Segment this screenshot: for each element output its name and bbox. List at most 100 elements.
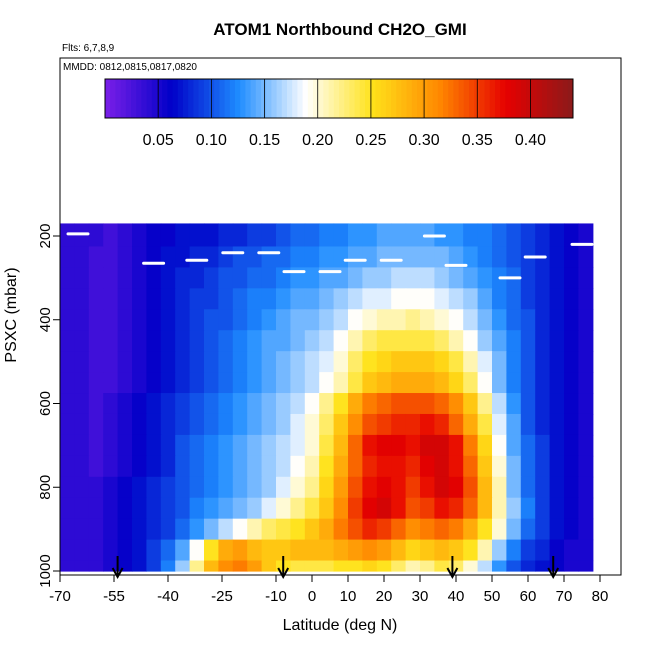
heatmap-cell (189, 497, 205, 520)
heatmap-cell (117, 351, 133, 373)
heatmap-cell (175, 539, 191, 562)
heatmap-cell (103, 267, 119, 289)
heatmap-cell (175, 560, 191, 572)
heatmap-cell (578, 413, 594, 436)
heatmap-cell (132, 246, 147, 269)
heatmap-cell (117, 309, 133, 331)
latitude-arrow (277, 556, 290, 580)
heatmap-cell (420, 372, 435, 394)
heatmap-cell (132, 476, 147, 499)
heatmap-cell (348, 309, 363, 331)
heatmap-cell (520, 393, 536, 415)
heatmap-cell (74, 246, 90, 269)
heatmap-cell (103, 223, 119, 248)
heatmap-cell (564, 455, 579, 478)
heatmap-cell (520, 309, 536, 331)
heatmap-cell (304, 309, 320, 331)
colorbar-segment (552, 79, 558, 118)
heatmap-cell (160, 288, 176, 310)
y-axis: 200 400 600 800 1000 (37, 223, 60, 588)
heatmap-cell (564, 223, 579, 248)
heatmap-cell (564, 539, 579, 562)
heatmap-cell (333, 413, 349, 436)
heatmap-cell (391, 246, 407, 269)
colorbar-segment (209, 79, 215, 118)
colorbar-tick-label: 0.30 (409, 132, 440, 149)
heatmap-cell (146, 351, 162, 373)
heatmap-cell (132, 223, 147, 248)
colorbar-segment (427, 79, 434, 118)
heatmap-cell (74, 330, 90, 352)
heatmap-cell (146, 309, 162, 331)
colorbar-segment (151, 79, 158, 118)
heatmap-cell (564, 393, 579, 415)
heatmap-cell (103, 476, 119, 499)
heatmap-cell (477, 518, 493, 541)
heatmap-cell (578, 455, 594, 478)
heatmap-cell (189, 223, 205, 248)
heatmap-cell (276, 372, 291, 394)
heatmap-cell (88, 267, 104, 289)
heatmap-cell (434, 413, 450, 436)
heatmap-cell (304, 413, 320, 436)
heatmap-cell (189, 372, 205, 394)
heatmap-cell (448, 518, 464, 541)
heatmap-cell (319, 330, 335, 352)
heatmap-cell (362, 309, 378, 331)
x-tick-label: -25 (211, 588, 233, 605)
heatmap-cell (88, 351, 104, 373)
heatmap-cell (290, 309, 306, 331)
heatmap-cell (477, 455, 493, 478)
heatmap-cell (218, 497, 234, 520)
heatmap-cell (391, 372, 407, 394)
heatmap-cell (463, 223, 479, 248)
heatmap-cell (391, 476, 407, 499)
heatmap-cell (549, 560, 565, 572)
heatmap-cell (420, 476, 435, 499)
heatmap-cell (535, 267, 551, 289)
colorbar-segment (214, 79, 220, 118)
colorbar-segment (297, 79, 304, 118)
chart-title: ATOM1 Northbound CH2O_GMI (213, 20, 466, 39)
heatmap-cell (319, 434, 335, 457)
heatmap-cell (405, 309, 421, 331)
heatmap-cell (232, 393, 248, 415)
heatmap-cell (189, 288, 205, 310)
heatmap-cell (276, 518, 291, 541)
heatmap-cell (391, 434, 407, 457)
heatmap-cell (463, 267, 479, 289)
heatmap-cell (189, 518, 205, 541)
heatmap-cell (319, 560, 335, 572)
heatmap-cell (506, 372, 522, 394)
heatmap-cell (549, 539, 565, 562)
heatmap-cell (319, 476, 335, 499)
heatmap-cell (290, 518, 306, 541)
heatmap-cell (276, 288, 291, 310)
colorbar-segment (391, 79, 397, 118)
heatmap-cell (60, 246, 75, 269)
heatmap-cell (391, 267, 407, 289)
heatmap-cell (506, 518, 522, 541)
colorbar-segment (432, 79, 439, 118)
heatmap-cell (520, 560, 536, 572)
heatmap-cell (434, 455, 450, 478)
heatmap-cell (319, 413, 335, 436)
heatmap-cell (477, 288, 493, 310)
heatmap-cell (74, 497, 90, 520)
heatmap-cell (290, 539, 306, 562)
colorbar-segment (469, 79, 475, 118)
heatmap-cell (60, 476, 75, 499)
heatmap-cell (376, 223, 392, 248)
heatmap-cell (232, 518, 248, 541)
colorbar-segment (396, 79, 402, 118)
heatmap-cell (304, 497, 320, 520)
colorbar-segment (120, 79, 127, 118)
heatmap-cell (362, 393, 378, 415)
heatmap-cell (160, 351, 176, 373)
heatmap-cell (333, 372, 349, 394)
colorbar-segment (131, 79, 137, 118)
heatmap-cell (506, 223, 522, 248)
colorbar-segment (365, 79, 371, 118)
arrow-markers (111, 556, 560, 580)
heatmap-cell (463, 434, 479, 457)
